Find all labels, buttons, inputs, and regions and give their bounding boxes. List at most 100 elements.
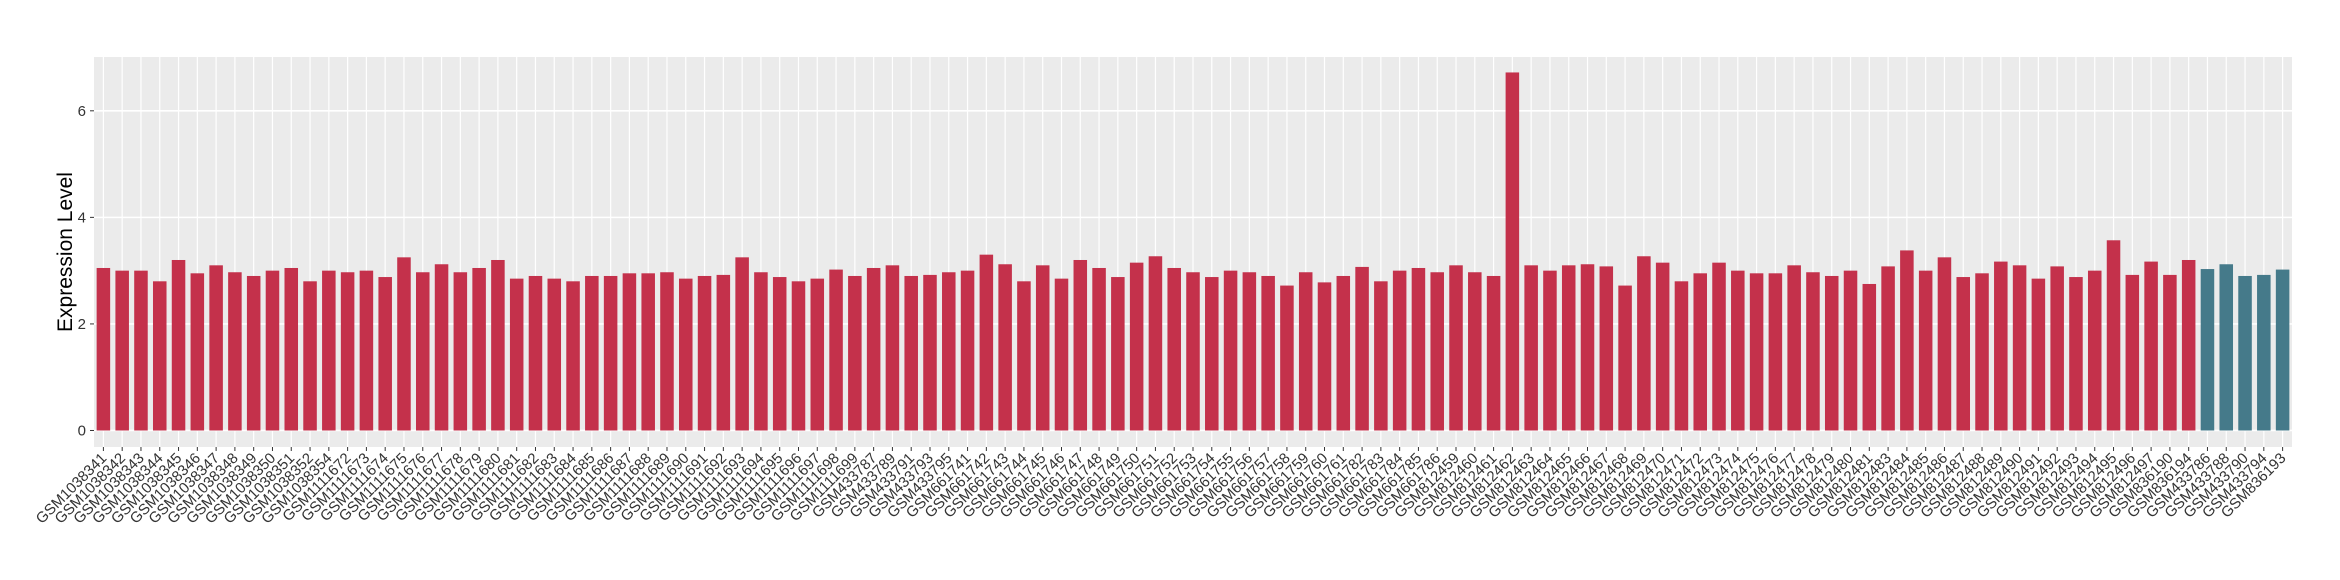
- bar: [303, 281, 317, 431]
- bar: [1468, 272, 1482, 431]
- y-axis-title: Expression Level: [54, 172, 77, 332]
- bar: [735, 257, 749, 431]
- bar: [1768, 273, 1783, 431]
- bar: [2219, 264, 2234, 431]
- bar: [1975, 273, 1989, 431]
- y-tick-label: 0: [78, 422, 86, 439]
- bar: [829, 269, 843, 431]
- bar: [1186, 272, 1200, 431]
- bar: [1449, 265, 1463, 431]
- bar: [1749, 273, 1764, 431]
- bar: [1374, 281, 1388, 431]
- bar: [1280, 285, 1294, 431]
- bar: [1392, 270, 1407, 431]
- bar: [1035, 265, 1050, 431]
- bar: [2087, 270, 2102, 431]
- bar: [359, 270, 374, 431]
- bar: [2181, 259, 2196, 431]
- bar: [1561, 265, 1576, 431]
- bar: [1223, 270, 1238, 431]
- bar: [1731, 270, 1745, 431]
- bar: [1317, 282, 1332, 431]
- bar: [791, 281, 806, 431]
- bar: [1167, 267, 1181, 431]
- bar: [1580, 264, 1595, 431]
- bar: [641, 273, 655, 431]
- bar: [1900, 250, 1914, 431]
- bar: [998, 264, 1012, 431]
- bar: [1411, 267, 1426, 431]
- bar: [152, 281, 167, 431]
- bar: [679, 278, 693, 431]
- bar: [171, 259, 186, 431]
- bar: [1806, 272, 1820, 431]
- bar: [528, 275, 543, 431]
- bar: [1505, 72, 1520, 431]
- bar: [2031, 278, 2046, 431]
- bar: [322, 270, 336, 431]
- bar: [1205, 277, 1219, 431]
- bar: [2012, 265, 2027, 431]
- bar: [1599, 266, 1614, 431]
- bar: [979, 254, 994, 431]
- bar: [2275, 269, 2290, 431]
- bar: [134, 270, 148, 431]
- bar: [1693, 273, 1707, 431]
- bar: [2069, 277, 2083, 431]
- bar: [1937, 257, 1952, 431]
- bar: [716, 274, 731, 431]
- bar: [209, 265, 223, 431]
- bar: [96, 267, 111, 431]
- bar: [1543, 270, 1557, 431]
- bar: [1129, 262, 1144, 431]
- bar: [603, 275, 618, 431]
- bar: [115, 270, 129, 431]
- bar: [1994, 261, 2008, 431]
- bar: [2200, 269, 2215, 431]
- bar: [942, 272, 956, 431]
- bar: [566, 281, 580, 431]
- bar: [246, 275, 261, 431]
- bar: [1712, 262, 1726, 431]
- bar: [378, 277, 392, 431]
- bar: [1787, 265, 1801, 431]
- bar: [509, 278, 524, 431]
- bar: [697, 275, 712, 431]
- bar: [1862, 283, 1877, 431]
- bar: [1298, 272, 1313, 431]
- bar: [228, 272, 242, 431]
- bar: [848, 275, 862, 431]
- y-tick-label: 2: [78, 316, 86, 333]
- bar: [1674, 281, 1689, 431]
- bar: [2257, 274, 2271, 431]
- bar: [1336, 275, 1351, 431]
- bar: [1918, 270, 1933, 431]
- bar: [453, 272, 468, 431]
- bar: [1655, 262, 1670, 431]
- y-tick-label: 6: [78, 103, 86, 120]
- bar: [622, 273, 637, 431]
- bar: [1486, 275, 1501, 431]
- bar: [1242, 272, 1257, 431]
- bar: [1355, 266, 1369, 431]
- bar: [472, 267, 486, 431]
- bar: [1073, 259, 1088, 431]
- bar: [190, 273, 205, 431]
- bar: [1054, 278, 1069, 431]
- bar: [960, 270, 975, 431]
- bar: [1881, 266, 1895, 431]
- bar: [434, 264, 449, 431]
- bar: [1261, 275, 1275, 431]
- bar: [284, 267, 299, 431]
- bar: [1824, 275, 1839, 431]
- bar: [1956, 277, 1971, 431]
- bar: [1148, 256, 1163, 431]
- bar: [547, 278, 562, 431]
- bar: [1092, 267, 1106, 431]
- bar: [1637, 256, 1651, 431]
- bar: [810, 278, 825, 431]
- bar: [1843, 270, 1858, 431]
- bar: [340, 272, 355, 431]
